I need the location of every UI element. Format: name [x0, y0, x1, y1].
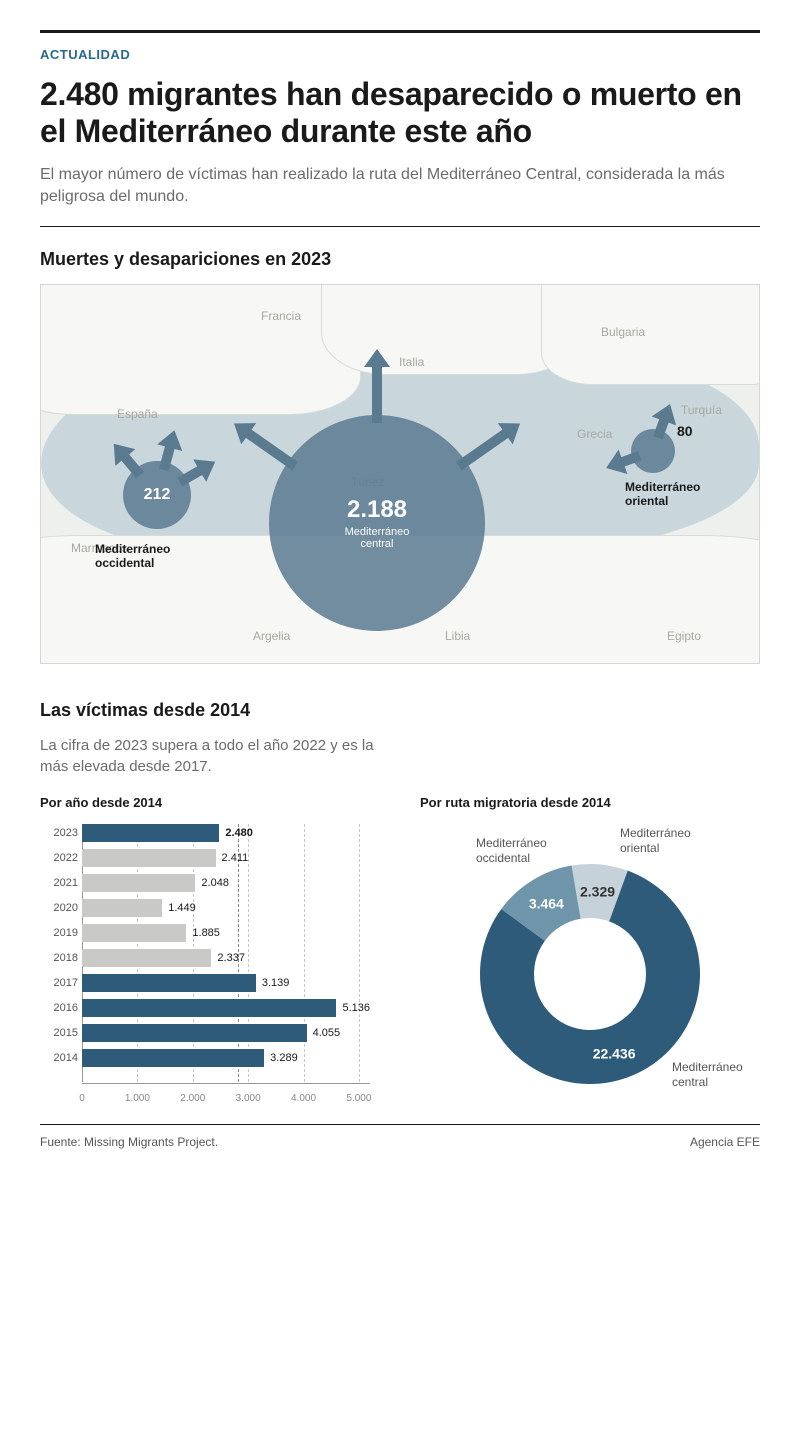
map-title: Muertes y desapariciones en 2023 — [40, 249, 760, 270]
bar-value-label: 2.048 — [201, 877, 229, 889]
bar-chart-col: Por año desde 2014 20232.48020222.411202… — [40, 795, 380, 1104]
country-label-francia: Francia — [261, 309, 301, 323]
bar-value-label: 3.139 — [262, 977, 290, 989]
bar-value-label: 4.055 — [313, 1027, 341, 1039]
victims-title: Las víctimas desde 2014 — [40, 700, 760, 721]
footer-agency: Agencia EFE — [690, 1135, 760, 1149]
bar — [82, 899, 162, 917]
rule-1 — [40, 226, 760, 227]
country-label-grecia: Grecia — [577, 427, 612, 441]
x-tick-label: 3.000 — [236, 1093, 261, 1104]
x-tick-label: 4.000 — [291, 1093, 316, 1104]
bar-year-label: 2015 — [40, 1027, 78, 1039]
bar-year-label: 2023 — [40, 827, 78, 839]
charts-row: Por año desde 2014 20232.48020222.411202… — [40, 795, 760, 1104]
footer-source: Fuente: Missing Migrants Project. — [40, 1135, 218, 1149]
donut-chart-col: Por ruta migratoria desde 2014 2.329 3.46… — [420, 795, 760, 1104]
bar-chart: 20232.48020222.41120212.04820201.4492019… — [40, 824, 380, 1104]
x-tick-label: 2.000 — [180, 1093, 205, 1104]
bar — [82, 974, 256, 992]
country-label-turquía: Turquía — [681, 403, 722, 417]
bar-year-label: 2020 — [40, 902, 78, 914]
kicker: ACTUALIDAD — [40, 47, 760, 62]
route-label-oriental: Mediterráneooriental — [625, 481, 700, 509]
bar-row-2023: 20232.480 — [82, 824, 370, 842]
infographic-root: ACTUALIDAD 2.480 migrantes han desaparec… — [0, 0, 800, 1189]
donut-ext-label: Mediterráneocentral — [672, 1060, 743, 1089]
bar-value-label: 3.289 — [270, 1052, 298, 1064]
donut-chart: 2.329 3.464 22.436 Mediterráneooriental Medi… — [420, 824, 760, 1104]
x-tick-label: 1.000 — [125, 1093, 150, 1104]
country-label-bulgaria: Bulgaria — [601, 325, 645, 339]
landmass — [40, 284, 361, 415]
bar-plot: 20232.480 20222.411 20212.048 20201.449 2019… — [82, 824, 370, 1082]
donut-value-occidental: 3.464 — [529, 896, 564, 912]
bar-year-label: 2014 — [40, 1052, 78, 1064]
country-label-italia: Italia — [399, 355, 424, 369]
country-label-españa: España — [117, 407, 158, 421]
map: Francia Italia Bulgaria España Grecia Turquía… — [40, 284, 760, 664]
bar-row-2020: 20201.449 — [82, 899, 370, 917]
bar-value-label: 1.885 — [192, 927, 220, 939]
bar-row-2019: 20191.885 — [82, 924, 370, 942]
donut-ext-label: Mediterráneooccidental — [476, 836, 547, 865]
bar-year-label: 2018 — [40, 952, 78, 964]
route-value-central: 2.188 — [347, 496, 407, 524]
bar — [82, 924, 186, 942]
bar-year-label: 2022 — [40, 852, 78, 864]
bar-row-2014: 20143.289 — [82, 1049, 370, 1067]
route-value-occidental: 212 — [144, 486, 171, 504]
donut-value-central: 22.436 — [593, 1046, 636, 1062]
bar — [82, 1024, 307, 1042]
route-bubble-label-central: Mediterráneocentral — [345, 526, 410, 550]
headline: 2.480 migrantes han desaparecido o muert… — [40, 76, 760, 150]
route-arrow-central — [364, 349, 390, 424]
bar-year-label: 2019 — [40, 927, 78, 939]
bar — [82, 849, 216, 867]
bar-value-label: 2.337 — [217, 952, 245, 964]
landmass — [541, 284, 760, 385]
bar-row-2018: 20182.337 — [82, 949, 370, 967]
donut-ext-label: Mediterráneooriental — [620, 826, 691, 855]
country-label-egipto: Egipto — [667, 629, 701, 643]
bottom-rule — [40, 1124, 760, 1125]
footer: Fuente: Missing Migrants Project. Agenci… — [40, 1135, 760, 1169]
subhead: El mayor número de víctimas han realizad… — [40, 164, 760, 209]
donut-chart-title: Por ruta migratoria desde 2014 — [420, 795, 760, 810]
route-bubble-central: 2.188Mediterráneocentral — [269, 415, 485, 631]
bar — [82, 949, 211, 967]
bar — [82, 1049, 264, 1067]
x-axis — [82, 1083, 370, 1084]
x-tick-label: 0 — [79, 1093, 85, 1104]
bar-value-label: 2.411 — [222, 852, 249, 864]
bar — [82, 999, 336, 1017]
victims-subtitle: La cifra de 2023 supera a todo el año 20… — [40, 735, 400, 777]
bar — [82, 824, 219, 842]
bar-year-label: 2021 — [40, 877, 78, 889]
bar-value-label: 5.136 — [342, 1002, 370, 1014]
bar-row-2021: 20212.048 — [82, 874, 370, 892]
top-rule — [40, 30, 760, 33]
bar — [82, 874, 195, 892]
bar-row-2016: 20165.136 — [82, 999, 370, 1017]
bar-row-2022: 20222.411 — [82, 849, 370, 867]
bar-value-label: 1.449 — [168, 902, 196, 914]
country-label-argelia: Argelia — [253, 629, 290, 643]
country-label-libia: Libia — [445, 629, 470, 643]
x-tick-label: 5.000 — [346, 1093, 371, 1104]
donut-value-oriental: 2.329 — [580, 884, 615, 900]
route-value-oriental: 80 — [677, 423, 693, 439]
bar-value-label: 2.480 — [225, 827, 253, 839]
route-label-occidental: Mediterráneooccidental — [95, 543, 170, 571]
bar-row-2017: 20173.139 — [82, 974, 370, 992]
bar-year-label: 2017 — [40, 977, 78, 989]
route-bubble-occidental: 212 — [123, 461, 191, 529]
bar-chart-title: Por año desde 2014 — [40, 795, 380, 810]
bar-year-label: 2016 — [40, 1002, 78, 1014]
bar-row-2015: 20154.055 — [82, 1024, 370, 1042]
